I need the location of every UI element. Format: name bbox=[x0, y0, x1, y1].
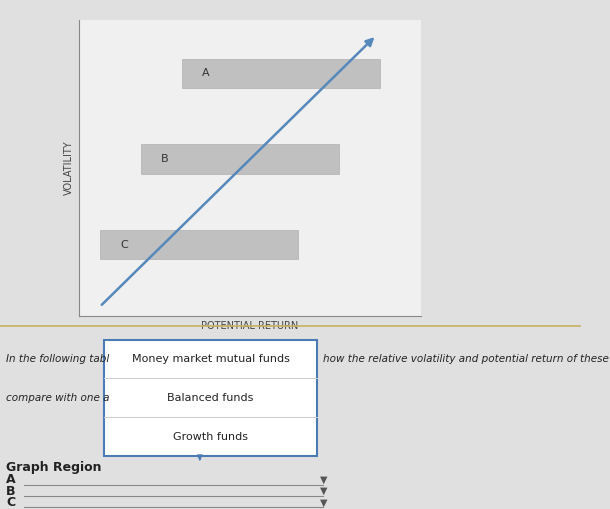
Text: A: A bbox=[6, 473, 16, 486]
Text: In the following tabl: In the following tabl bbox=[6, 354, 109, 364]
Bar bbox=[141, 145, 339, 174]
Text: how the relative volatility and potential return of these three fund types as th: how the relative volatility and potentia… bbox=[323, 354, 610, 364]
Text: ▼: ▼ bbox=[320, 475, 327, 485]
Text: Graph Region: Graph Region bbox=[6, 461, 102, 474]
Text: compare with one a: compare with one a bbox=[6, 393, 110, 403]
Bar bbox=[100, 230, 298, 260]
Text: B: B bbox=[161, 154, 169, 164]
Y-axis label: VOLATILITY: VOLATILITY bbox=[63, 140, 74, 195]
Bar bbox=[104, 340, 317, 456]
X-axis label: POTENTIAL RETURN: POTENTIAL RETURN bbox=[201, 321, 299, 331]
Text: Growth funds: Growth funds bbox=[173, 432, 248, 442]
Text: ▼: ▼ bbox=[320, 486, 327, 496]
Bar bbox=[182, 59, 380, 88]
Text: Balanced funds: Balanced funds bbox=[167, 393, 254, 403]
Text: C: C bbox=[120, 240, 128, 250]
Text: A: A bbox=[203, 69, 210, 78]
Text: ▼: ▼ bbox=[320, 497, 327, 507]
Text: B: B bbox=[6, 485, 16, 498]
Text: C: C bbox=[6, 496, 15, 509]
Text: Money market mutual funds: Money market mutual funds bbox=[132, 354, 289, 364]
